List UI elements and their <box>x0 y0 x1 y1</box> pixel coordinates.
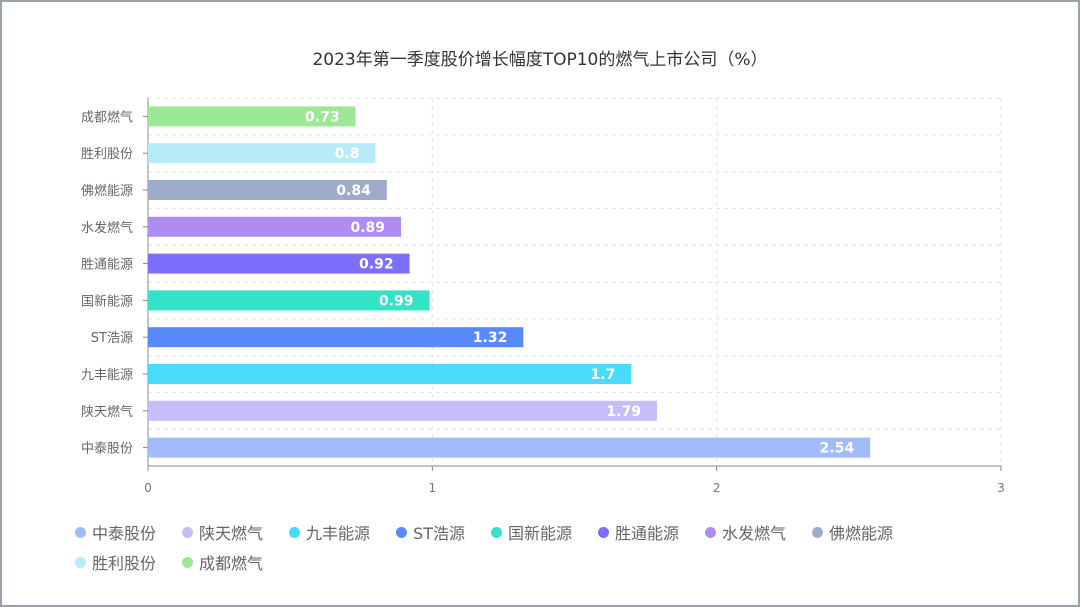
legend-item[interactable]: 胜利股份 <box>75 551 156 573</box>
legend-dot-icon <box>75 526 86 538</box>
legend-item[interactable]: 水发燃气 <box>705 521 786 543</box>
y-tick-label: 水发燃气 <box>81 220 133 236</box>
x-tick-label: 1 <box>429 481 437 495</box>
legend-dot-icon <box>396 526 408 538</box>
legend-dot-icon <box>75 556 86 568</box>
legend-item[interactable]: ST浩源 <box>396 521 465 543</box>
legend-dot-icon <box>289 526 301 538</box>
legend-item[interactable]: 成都燃气 <box>182 551 263 573</box>
legend-label: 水发燃气 <box>722 524 787 543</box>
legend-label: 胜利股份 <box>92 554 157 573</box>
legend-dot-icon <box>182 526 194 538</box>
y-tick-label: 胜通能源 <box>81 258 133 273</box>
y-tick-label: ST浩源 <box>91 331 133 346</box>
legend-item[interactable]: 胜通能源 <box>598 521 679 543</box>
bar <box>148 143 376 164</box>
bar <box>148 106 356 127</box>
legend-label: 胜通能源 <box>615 524 680 543</box>
chart-title: 2023年第一季度股价增长幅度TOP10的燃气上市公司（%） <box>312 50 768 70</box>
legend-label: 成都燃气 <box>199 554 264 573</box>
legend-dot-icon <box>705 526 717 538</box>
legend-label: 九丰能源 <box>306 524 371 543</box>
legend-label: 陕天燃气 <box>199 524 264 543</box>
bar <box>148 216 402 237</box>
bar-value-label: 2.54 <box>820 441 855 457</box>
legend-item[interactable]: 陕天燃气 <box>182 521 263 543</box>
bar-value-label: 0.84 <box>336 183 371 199</box>
bar-value-label: 0.92 <box>359 257 394 273</box>
bar-value-label: 0.73 <box>305 109 340 125</box>
legend-dot-icon <box>598 526 609 538</box>
bar <box>148 327 524 348</box>
legend-dot-icon <box>182 556 194 568</box>
legend-label: 佛燃能源 <box>829 524 894 543</box>
y-tick-label: 九丰能源 <box>81 368 133 383</box>
y-tick-label: 陕天燃气 <box>81 404 133 420</box>
x-tick-label: 3 <box>997 481 1005 495</box>
bar <box>148 364 632 384</box>
y-tick-label: 胜利股份 <box>81 147 133 162</box>
bar-value-label: 0.8 <box>335 146 360 162</box>
y-tick-label: 国新能源 <box>81 293 133 309</box>
legend-item[interactable]: 中泰股份 <box>75 521 156 543</box>
bar-value-label: 1.32 <box>473 330 508 346</box>
legend-dot-icon <box>490 526 502 538</box>
bar <box>148 253 410 274</box>
bar-value-label: 1.79 <box>606 404 641 420</box>
x-tick-label: 2 <box>713 481 721 495</box>
bar-value-label: 0.99 <box>379 293 414 309</box>
bar-value-label: 0.89 <box>351 220 386 236</box>
legend-label: 国新能源 <box>507 524 572 543</box>
x-tick-label: 0 <box>144 481 152 495</box>
y-tick-label: 中泰股份 <box>81 442 133 457</box>
y-tick-label: 成都燃气 <box>81 109 133 125</box>
legend: 中泰股份 陕天燃气 九丰能源 ST浩源 国新能源 胜通能源 水发燃气 佛燃能源胜利股份 成都燃气 <box>75 521 1025 573</box>
legend-label: ST浩源 <box>413 524 465 543</box>
legend-item[interactable]: 九丰能源 <box>289 521 370 543</box>
bar <box>148 180 387 200</box>
bar <box>148 400 657 421</box>
legend-dot-icon <box>812 526 824 538</box>
bar <box>148 437 871 458</box>
bar-value-label: 1.7 <box>591 367 616 383</box>
bar <box>148 290 430 311</box>
legend-item[interactable]: 佛燃能源 <box>812 521 893 543</box>
y-tick-label: 佛燃能源 <box>81 183 133 199</box>
legend-label: 中泰股份 <box>92 524 157 543</box>
legend-item[interactable]: 国新能源 <box>490 521 572 543</box>
